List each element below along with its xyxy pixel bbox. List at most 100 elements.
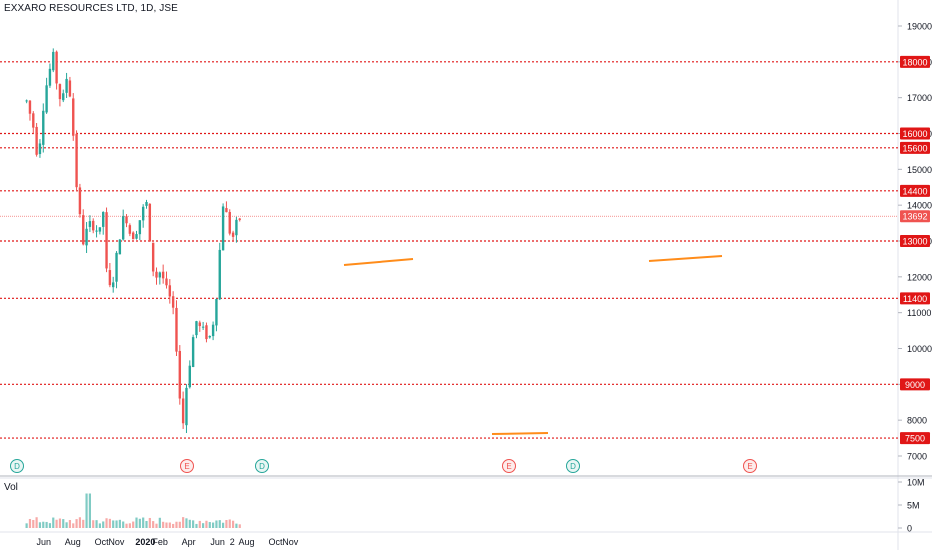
volume-bar [115,520,118,528]
volume-bar [85,493,88,528]
volume-bar [195,523,198,528]
dividend-marker [10,459,24,473]
volume-bar [108,518,111,528]
candle-body [145,201,148,206]
candle-body [238,218,241,220]
y-tick-label: 10000 [907,344,932,354]
event-marker-label: E [184,462,189,471]
level-label-bg [900,141,930,154]
candle-body [118,239,122,255]
trendline [491,432,549,435]
volume-bar [55,519,58,528]
candle-body [218,249,221,300]
y-tick-label: 11000 [907,308,931,318]
volume-bar [35,517,38,528]
candle-body [128,225,132,234]
candle-body [195,321,198,336]
candle-body [32,113,35,128]
candle-body [131,232,135,240]
x-tick-label: Aug [239,537,255,547]
volume-bar [38,522,42,528]
candle-body [25,100,28,102]
volume-bar [208,522,211,528]
candle-body [55,51,58,84]
candle-body [165,278,168,286]
level-label-bg [900,55,930,68]
level-label: 14400 [902,186,927,196]
candle-body [211,324,215,337]
y-tick-label: 8000 [907,416,927,426]
candle-body [65,78,68,93]
candle-body [121,216,125,240]
candle-body [112,282,115,288]
volume-bar [142,517,145,528]
volume-bar [205,520,208,528]
volume-bar [82,519,85,528]
candle-body [38,143,42,155]
volume-label: Vol [4,482,18,493]
volume-bar [118,519,121,528]
volume-bar [228,519,231,528]
candle-body [85,228,88,246]
y-tick-label: 7000 [907,452,927,462]
volume-bar [198,520,201,528]
candle-body [231,232,235,237]
x-tick-label: Apr [182,537,196,547]
level-label-bg [900,378,930,391]
candle-body [191,337,195,367]
earnings-marker [502,459,516,473]
volume-bar [72,523,75,528]
candle-body [98,227,102,232]
candle-body [72,98,75,136]
volume-bar [148,517,151,528]
volume-bar [92,520,95,528]
candle-body [151,242,155,272]
candle-body [35,126,38,155]
candle-body [185,387,188,426]
level-label-bg [900,127,930,140]
volume-bar [88,493,91,528]
volume-bars [25,493,241,528]
candle-body [155,271,158,278]
volume-bar [48,523,52,528]
candle-body [161,271,165,279]
x-tick-label: Nov [108,537,125,547]
volume-bar [45,521,48,528]
volume-bar [42,521,45,528]
volume-bar [225,520,228,528]
level-label-bg [900,235,930,247]
candle-body [175,307,178,352]
level-label: 11400 [903,294,927,304]
x-tick-label: Oct [95,537,110,547]
y-tick-label: 15000 [907,165,932,175]
volume-bar [188,519,191,528]
volume-bar [202,523,205,528]
candle-body [28,100,32,114]
y-tick-label: 12000 [907,272,932,282]
event-marker-label: D [14,462,20,471]
volume-bar [162,521,165,528]
trendline [343,258,414,266]
volume-bar [235,523,238,528]
candle-body [215,299,218,326]
volume-bar [158,517,161,528]
candle-body [82,215,85,245]
event-marker-label: E [506,462,511,471]
last-price-label: 13692 [902,212,927,222]
candle-body [158,272,162,278]
volume-bar [68,520,72,528]
candle-body [105,212,108,269]
candle-body [178,350,182,399]
candle-body [75,133,78,188]
candle-body [181,398,185,424]
candle-body [62,93,65,101]
volume-bar [138,518,141,528]
x-tick-label: Jun [36,537,51,547]
volume-bar [155,523,158,528]
candle-body [95,230,98,232]
candle-body [115,252,118,282]
volume-bar [135,517,138,528]
event-marker-label: D [570,462,576,471]
